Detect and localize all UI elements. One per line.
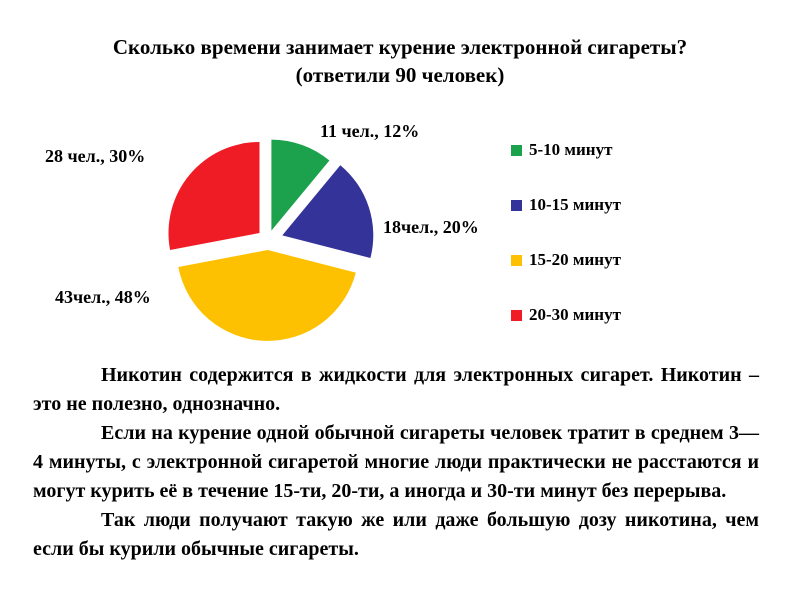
pie-slice-5-10-минут — [271, 139, 330, 231]
legend-swatch-blue-icon — [511, 199, 522, 211]
legend-swatch-yellow-icon — [511, 254, 522, 266]
legend-label: 15-20 минут — [529, 250, 621, 269]
pie-data-label-10-15: 18чел., 20% — [383, 217, 479, 237]
pie-data-label-5-10: 11 чел., 12% — [320, 121, 420, 141]
legend-item-15-20: 15-20 минут — [511, 249, 621, 271]
legend-label: 10-15 минут — [529, 195, 621, 214]
pie-data-label-20-30: 28 чел., 30% — [45, 146, 146, 166]
body-text: Никотин содержится в жидкости для электр… — [33, 361, 759, 564]
chart-title: Сколько времени занимает курение электро… — [0, 33, 800, 89]
chart-title-line-2: (ответили 90 человек) — [295, 63, 505, 87]
legend-label: 5-10 минут — [529, 140, 613, 159]
legend-item-5-10: 5-10 минут — [511, 139, 621, 161]
paragraph-nicotine: Никотин содержится в жидкости для электр… — [33, 364, 759, 415]
legend-item-20-30: 20-30 минут — [511, 304, 621, 326]
paragraph-dose: Так люди получают такую же или даже боль… — [33, 509, 759, 560]
legend-item-10-15: 10-15 минут — [511, 194, 621, 216]
legend-label: 20-30 минут — [529, 305, 621, 324]
pie-data-label-15-20: 43чел., 48% — [55, 287, 151, 307]
legend: 5-10 минут 10-15 минут 15-20 минут 20-30… — [511, 139, 621, 359]
legend-swatch-red-icon — [511, 309, 522, 321]
legend-swatch-green-icon — [511, 144, 522, 156]
chart-title-line-1: Сколько времени занимает курение электро… — [112, 35, 688, 59]
pie-slice-20-30-минут — [168, 142, 260, 250]
paragraph-duration: Если на курение одной обычной сигареты ч… — [33, 422, 759, 502]
pie-slice-10-15-минут — [282, 165, 374, 258]
pie-slice-15-20-минут — [178, 250, 356, 341]
